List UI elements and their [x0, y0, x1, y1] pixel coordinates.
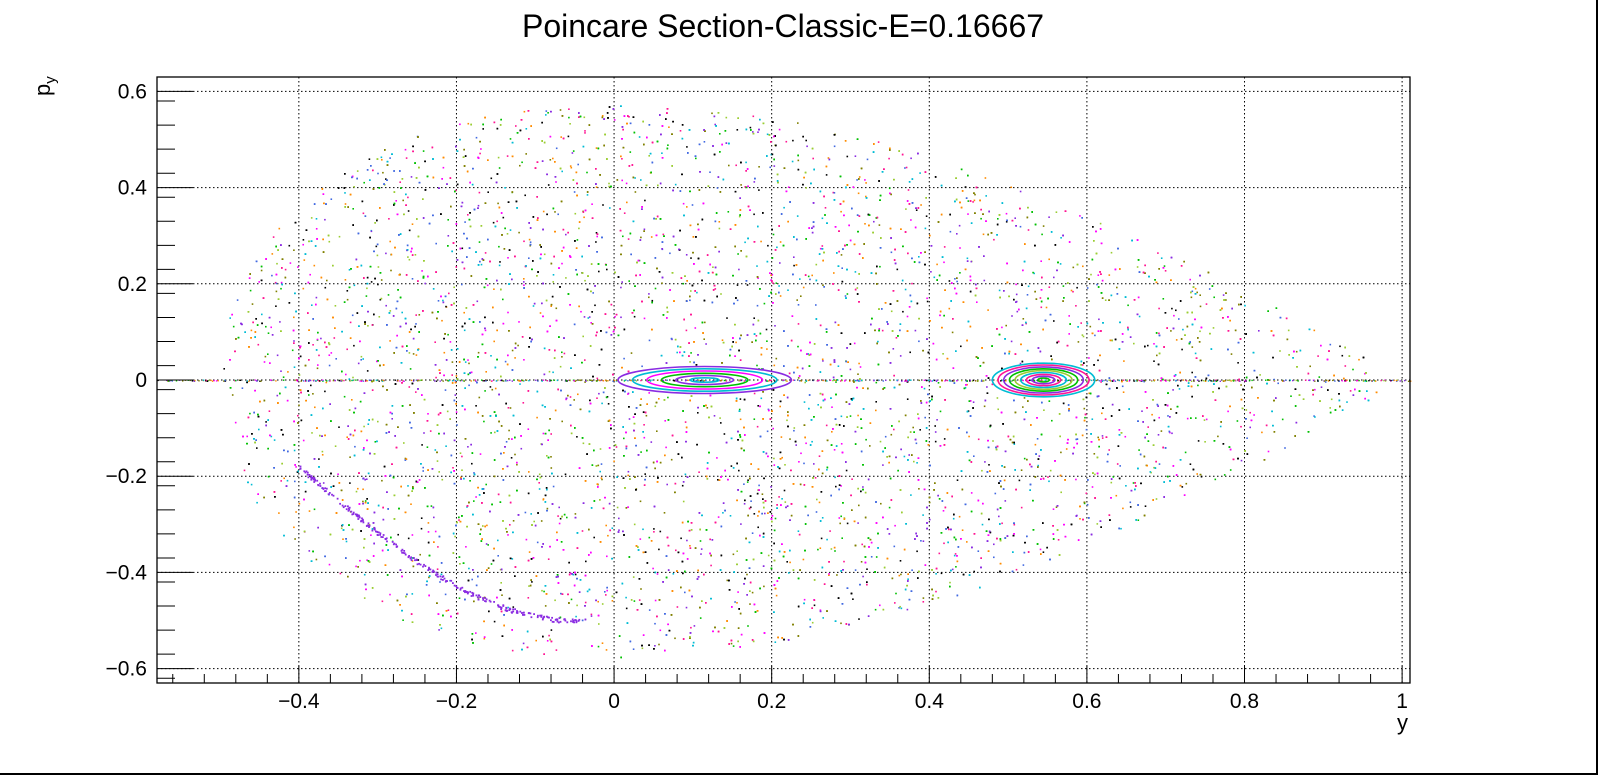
x-tick-label: 0.2	[757, 690, 786, 713]
island-ring	[1014, 369, 1073, 391]
y-tick-label: −0.2	[106, 465, 147, 488]
island-ring	[1037, 377, 1051, 383]
x-tick-label: −0.2	[436, 690, 477, 713]
x-tick-label: 0.4	[915, 690, 945, 713]
island-ring	[1031, 375, 1056, 385]
x-axis-label: y	[1397, 710, 1408, 735]
island-orbits	[617, 362, 1096, 398]
island-ring	[1025, 373, 1062, 387]
island-ring	[617, 365, 793, 395]
y-tick-label: 0	[135, 369, 147, 392]
y-tick-label: −0.6	[106, 658, 147, 681]
island-ring	[689, 376, 720, 383]
island-ring	[991, 362, 1096, 398]
axes: −0.4 −0.2 0 0.2 0.4 0.6 0.8 1 0.6 0.4 0.2 0 −0.2 −0.4…	[106, 76, 1411, 713]
island-ring	[674, 374, 735, 386]
x-tick-label: 0	[608, 690, 620, 713]
y-tick-label: 0.2	[118, 273, 147, 296]
chart-title: Poincare Section-Classic-E=0.16667	[522, 8, 1044, 44]
island-ring	[1019, 371, 1068, 389]
island-ring	[1008, 367, 1079, 392]
island-ring	[631, 367, 778, 392]
x-tick-label: 0.6	[1072, 690, 1101, 713]
y-tick-label: −0.4	[106, 561, 148, 584]
x-tick-label: −0.4	[278, 690, 320, 713]
y-axis-label: py	[30, 76, 59, 96]
island-ring	[646, 370, 764, 390]
island-ring	[660, 372, 749, 388]
island-ring	[1002, 366, 1085, 394]
y-tick-label: 0.6	[118, 80, 147, 103]
x-tick-label: 0.8	[1230, 690, 1259, 713]
x-tick-label: 1	[1396, 690, 1408, 713]
scatter-points	[157, 105, 1412, 659]
island-ring	[997, 364, 1090, 396]
y-tick-label: 0.4	[118, 177, 148, 200]
